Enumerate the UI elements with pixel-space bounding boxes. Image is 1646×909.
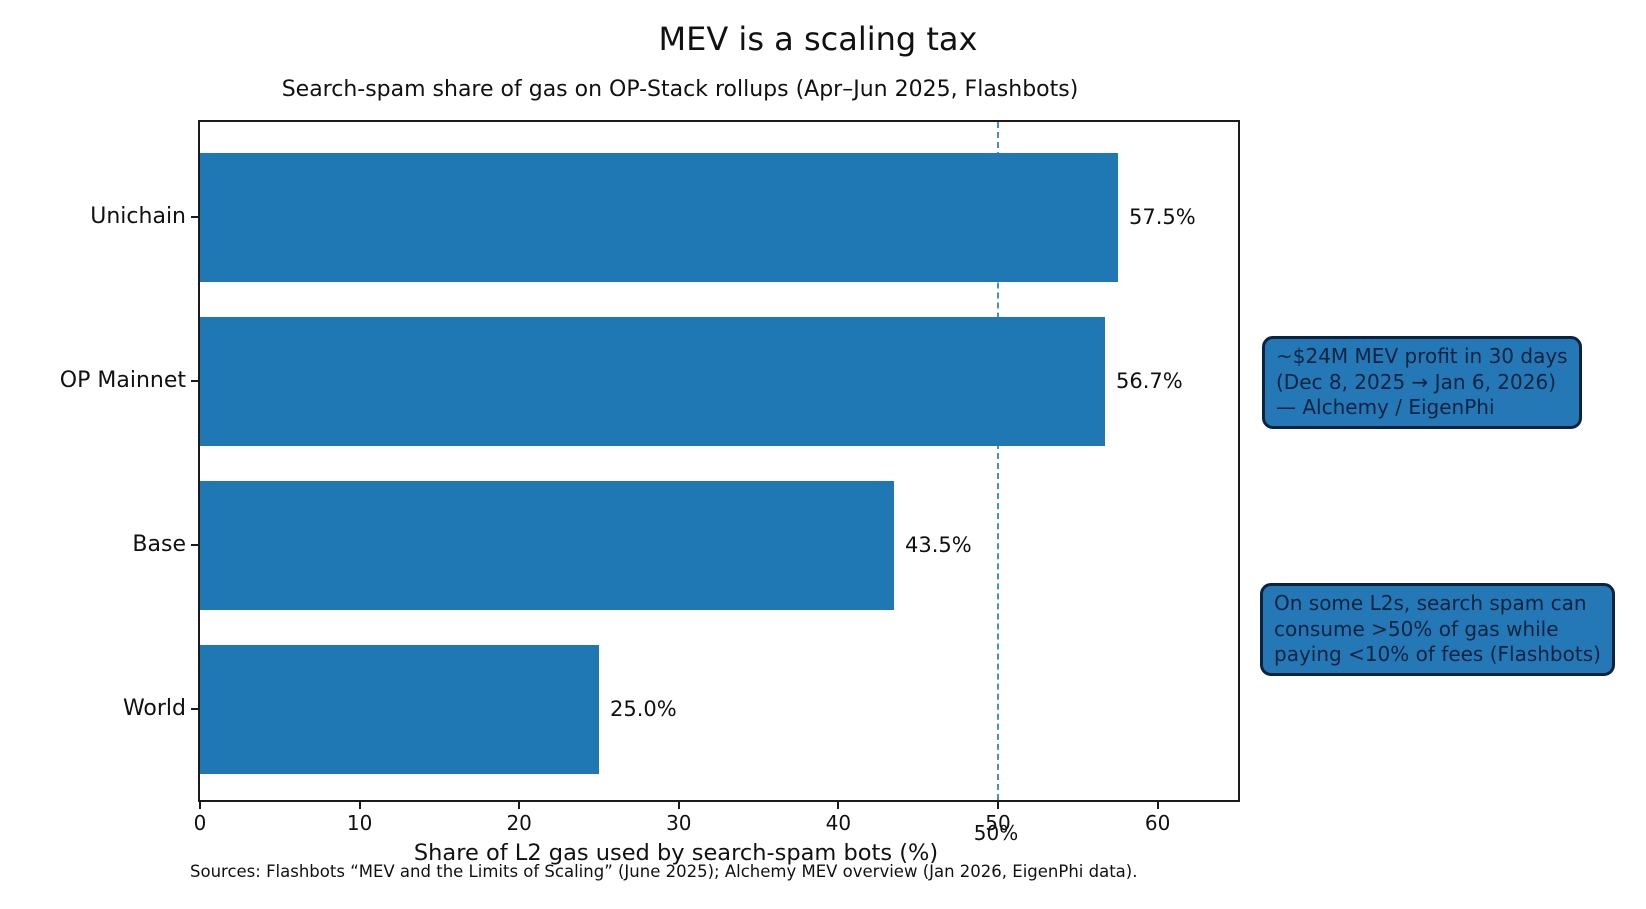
annotation-search-spam: On some L2s, search spam can consume >50…	[1260, 583, 1615, 676]
x-tick-mark	[1156, 802, 1159, 809]
x-tick-label: 40	[825, 811, 852, 835]
x-tick-mark	[997, 802, 999, 809]
x-tick-label: 50	[985, 811, 1011, 835]
x-tick-label: 0	[193, 811, 207, 835]
annotation-line: On some L2s, search spam can	[1274, 591, 1587, 615]
y-tick-mark	[191, 708, 198, 710]
bar-value-label: 56.7%	[1116, 369, 1183, 393]
x-tick-label: 10	[346, 811, 373, 835]
bar-value-label: 57.5%	[1129, 205, 1196, 229]
bar-world	[200, 644, 599, 774]
y-tick-label: World	[122, 696, 186, 721]
x-tick-mark	[358, 802, 361, 809]
y-tick-label: OP Mainnet	[59, 368, 186, 393]
annotation-line: — Alchemy / EigenPhi	[1276, 395, 1495, 419]
reference-line-50pct	[997, 122, 999, 800]
x-tick-label: 20	[506, 811, 532, 835]
x-tick-mark	[518, 802, 521, 809]
x-tick-mark	[677, 802, 680, 809]
y-tick-label: Unichain	[90, 204, 186, 229]
y-tick-mark	[191, 380, 198, 382]
refline-label: 50%	[973, 821, 1019, 845]
bar-value-label: 25.0%	[610, 697, 677, 721]
bar-value-label: 43.5%	[905, 533, 972, 557]
y-tick-mark	[191, 216, 198, 218]
x-tick-label: 30	[666, 811, 692, 835]
y-tick-label: Base	[132, 532, 186, 557]
x-axis-label: Share of L2 gas used by search-spam bots…	[413, 840, 939, 866]
bar-unichain	[200, 152, 1118, 282]
annotation-mev-profit: ~$24M MEV profit in 30 days (Dec 8, 2025…	[1262, 336, 1582, 429]
chart-title: MEV is a scaling tax	[658, 20, 978, 58]
y-tick-mark	[191, 544, 198, 546]
x-tick-label: 60	[1144, 811, 1171, 835]
annotation-line: paying <10% of fees (Flashbots)	[1274, 642, 1601, 666]
annotation-line: consume >50% of gas while	[1274, 616, 1559, 641]
bar-base	[200, 480, 894, 610]
x-tick-mark	[837, 802, 840, 809]
x-tick-mark	[199, 802, 201, 809]
plot-area	[198, 120, 1240, 802]
annotation-line: ~$24M MEV profit in 30 days	[1276, 344, 1568, 368]
source-note: Sources: Flashbots “MEV and the Limits o…	[190, 862, 1138, 881]
bar-op-mainnet	[200, 316, 1105, 446]
annotation-line: (Dec 8, 2025 → Jan 6, 2026)	[1276, 369, 1556, 394]
chart-subtitle: Search-spam share of gas on OP-Stack rol…	[281, 77, 1079, 102]
